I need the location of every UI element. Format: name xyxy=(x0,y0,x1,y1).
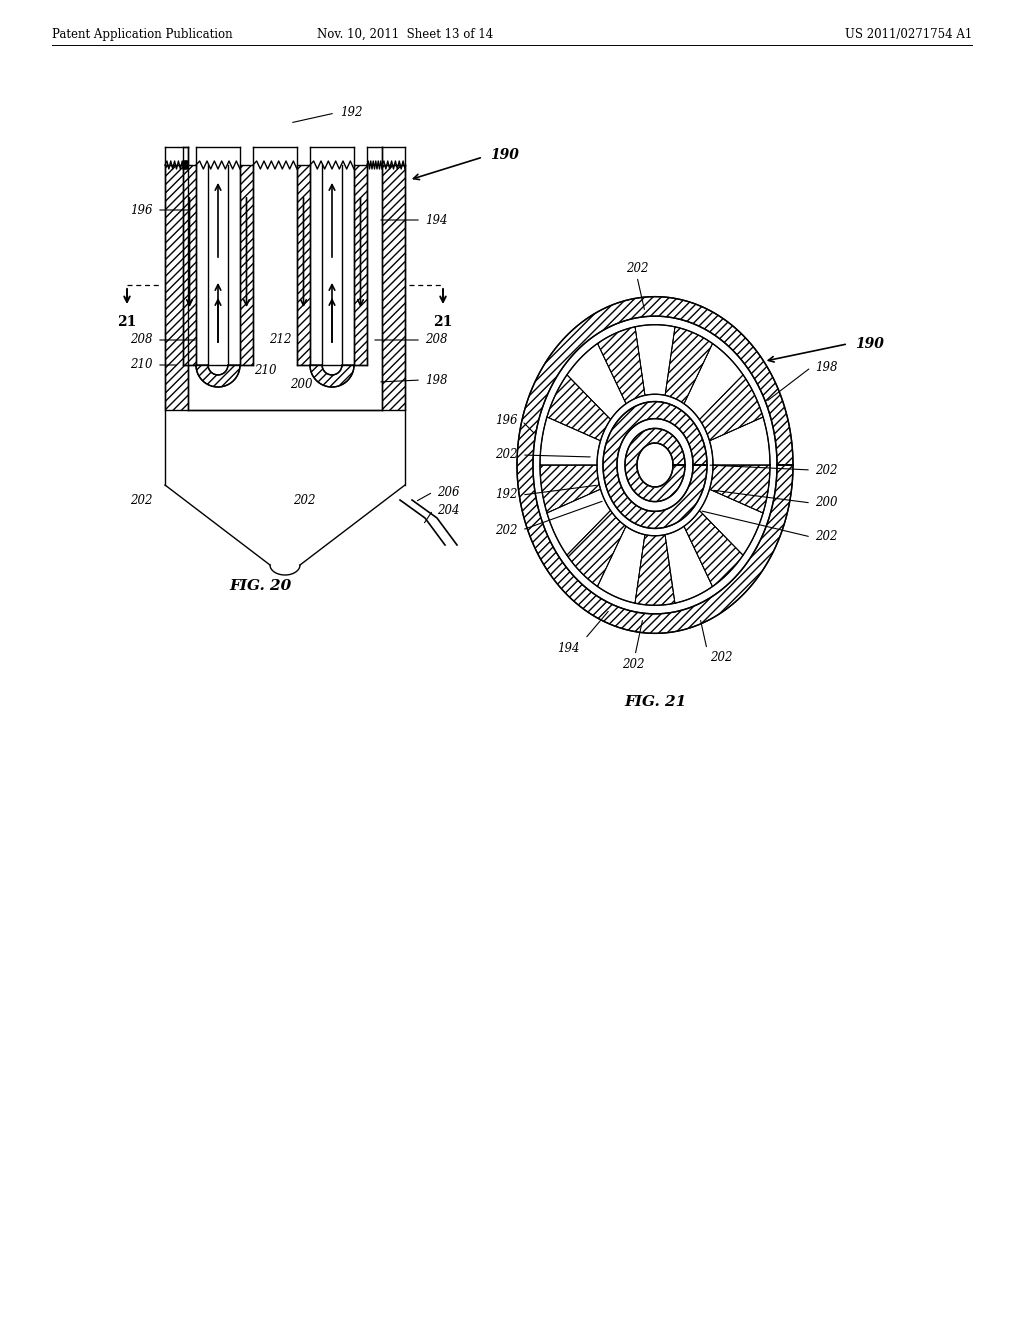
Polygon shape xyxy=(684,343,743,420)
Polygon shape xyxy=(540,417,600,465)
Polygon shape xyxy=(567,343,626,420)
Text: Nov. 10, 2011  Sheet 13 of 14: Nov. 10, 2011 Sheet 13 of 14 xyxy=(316,28,494,41)
Polygon shape xyxy=(684,511,743,586)
Polygon shape xyxy=(635,535,675,606)
Polygon shape xyxy=(625,429,685,502)
Text: FIG. 20: FIG. 20 xyxy=(229,579,291,593)
Text: 21: 21 xyxy=(433,315,453,329)
Polygon shape xyxy=(240,165,253,366)
Polygon shape xyxy=(567,511,626,586)
Text: 202: 202 xyxy=(815,463,838,477)
Text: 210: 210 xyxy=(255,363,278,376)
Polygon shape xyxy=(637,444,673,487)
Text: 202: 202 xyxy=(496,524,518,536)
Text: 200: 200 xyxy=(290,379,312,392)
Text: Patent Application Publication: Patent Application Publication xyxy=(52,28,232,41)
Text: 196: 196 xyxy=(130,203,153,216)
Polygon shape xyxy=(547,375,610,441)
Text: 198: 198 xyxy=(425,374,447,387)
Text: 202: 202 xyxy=(710,651,732,664)
Polygon shape xyxy=(635,325,675,395)
Text: 202: 202 xyxy=(130,494,153,507)
Polygon shape xyxy=(603,401,707,528)
Text: 202: 202 xyxy=(622,659,644,672)
Text: 194: 194 xyxy=(557,642,580,655)
Text: 190: 190 xyxy=(490,148,519,162)
Text: 190: 190 xyxy=(855,337,884,351)
Polygon shape xyxy=(710,417,770,465)
Text: 192: 192 xyxy=(496,488,518,502)
Polygon shape xyxy=(547,490,610,556)
Polygon shape xyxy=(699,375,763,441)
Polygon shape xyxy=(665,527,713,603)
Text: 206: 206 xyxy=(437,486,460,499)
Polygon shape xyxy=(354,165,367,366)
Polygon shape xyxy=(597,527,645,603)
Text: 212: 212 xyxy=(268,334,291,346)
Polygon shape xyxy=(165,165,188,411)
Text: 204: 204 xyxy=(437,503,460,516)
Text: 202: 202 xyxy=(815,531,838,544)
Polygon shape xyxy=(540,465,600,513)
Polygon shape xyxy=(597,327,645,404)
Text: 208: 208 xyxy=(425,334,447,346)
Polygon shape xyxy=(517,297,793,634)
Polygon shape xyxy=(196,366,240,387)
Text: 194: 194 xyxy=(425,214,447,227)
Polygon shape xyxy=(710,465,770,513)
Polygon shape xyxy=(699,490,763,556)
Text: 202: 202 xyxy=(496,449,518,462)
Text: 196: 196 xyxy=(496,413,518,426)
Text: 200: 200 xyxy=(815,496,838,510)
Polygon shape xyxy=(183,165,196,366)
Text: US 2011/0271754 A1: US 2011/0271754 A1 xyxy=(845,28,972,41)
Polygon shape xyxy=(310,366,354,387)
Text: 210: 210 xyxy=(130,359,153,371)
Text: FIG. 21: FIG. 21 xyxy=(624,696,686,709)
Polygon shape xyxy=(665,327,713,404)
Text: 202: 202 xyxy=(626,261,648,275)
Text: 192: 192 xyxy=(340,107,362,120)
Text: 202: 202 xyxy=(293,494,315,507)
Text: 21: 21 xyxy=(118,315,136,329)
Polygon shape xyxy=(297,165,310,366)
Text: 208: 208 xyxy=(130,334,153,346)
Text: 198: 198 xyxy=(815,360,838,374)
Polygon shape xyxy=(382,165,406,411)
